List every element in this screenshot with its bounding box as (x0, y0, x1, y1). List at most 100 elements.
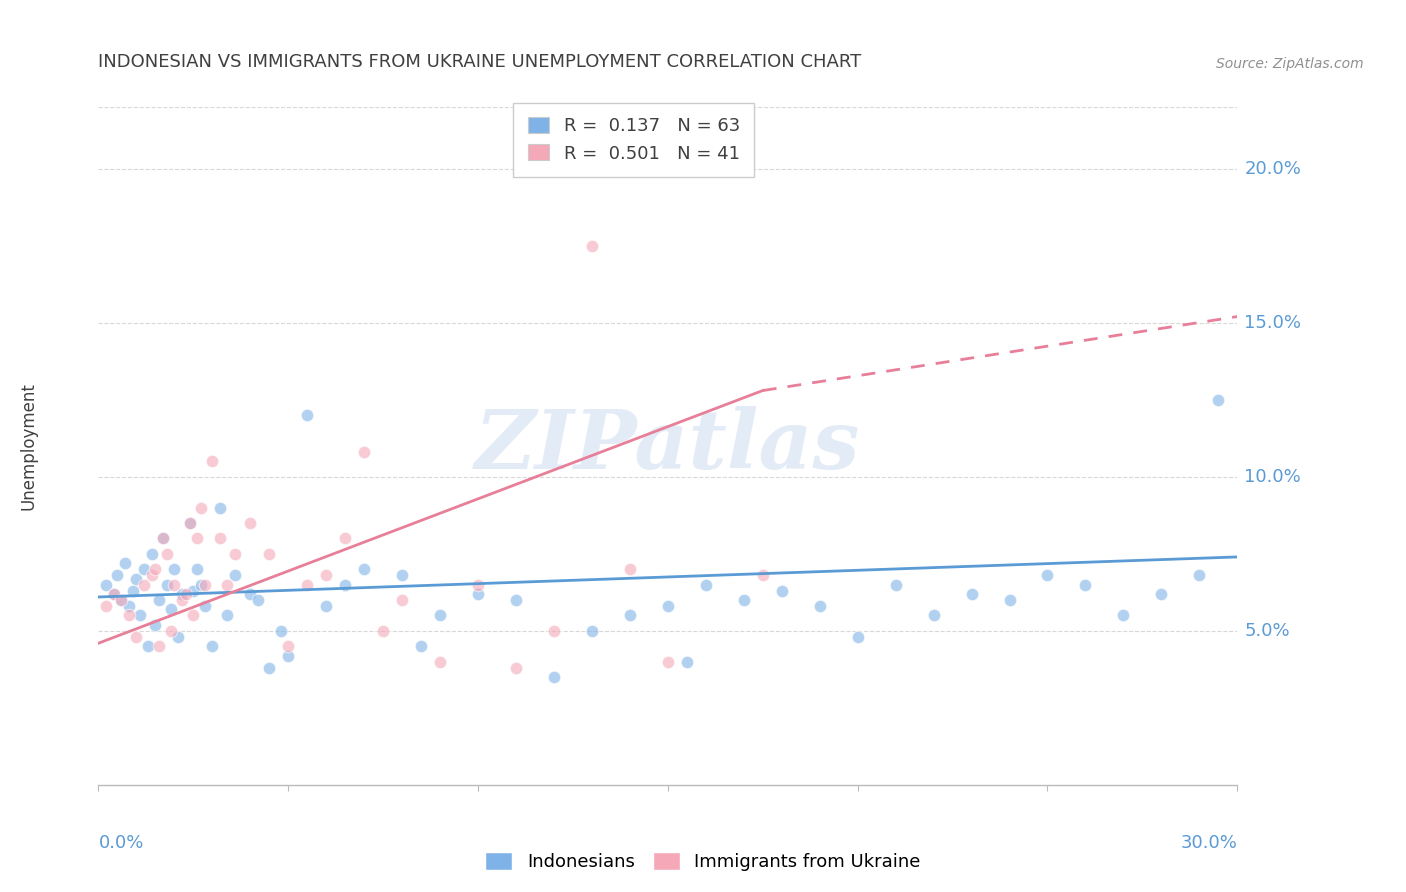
Point (152, 532, 174, 546)
Point (183, 608, 205, 623)
Point (884, 577, 907, 591)
Point (170, 587, 193, 601)
Point (190, 500, 212, 515)
Point (657, 599, 679, 614)
Point (125, 572, 148, 586)
Point (208, 500, 231, 515)
Point (315, 568, 337, 582)
Point (145, 562, 167, 576)
Point (657, 655, 679, 669)
Point (148, 640, 170, 654)
Point (107, 568, 129, 582)
Point (676, 655, 699, 669)
Point (103, 587, 125, 601)
Point (429, 655, 451, 669)
Point (259, 547, 281, 561)
Point (239, 587, 262, 601)
Point (619, 562, 641, 576)
Point (94, 599, 117, 614)
Point (132, 577, 155, 591)
Point (960, 587, 983, 601)
Point (297, 408, 319, 422)
Point (167, 630, 190, 644)
Point (581, 238, 603, 252)
Point (259, 661, 281, 675)
Point (190, 577, 212, 591)
Point (922, 608, 945, 623)
Point (118, 599, 141, 614)
Point (619, 608, 641, 623)
Point (114, 556, 136, 570)
Text: Unemployment: Unemployment (20, 382, 37, 510)
Point (194, 599, 217, 614)
Point (277, 640, 299, 654)
Point (695, 577, 717, 591)
Point (297, 577, 319, 591)
Point (429, 608, 451, 623)
Point (1208, 392, 1230, 407)
Point (145, 617, 167, 632)
Text: 15.0%: 15.0% (1244, 314, 1302, 332)
Point (163, 562, 186, 576)
Text: INDONESIAN VS IMMIGRANTS FROM UKRAINE UNEMPLOYMENT CORRELATION CHART: INDONESIAN VS IMMIGRANTS FROM UKRAINE UN… (98, 54, 862, 71)
Point (1150, 587, 1173, 601)
Point (194, 577, 217, 591)
Point (156, 577, 179, 591)
Text: 10.0%: 10.0% (1244, 467, 1301, 486)
Point (179, 516, 201, 530)
Point (411, 640, 433, 654)
Point (505, 593, 527, 607)
Point (208, 532, 231, 546)
Point (129, 608, 152, 623)
Point (1036, 568, 1059, 582)
Point (315, 599, 337, 614)
Point (353, 562, 375, 576)
Text: 20.0%: 20.0% (1244, 160, 1301, 178)
Point (201, 454, 224, 468)
Point (179, 516, 201, 530)
Point (156, 547, 179, 561)
Point (110, 593, 132, 607)
Point (103, 587, 125, 601)
Point (174, 587, 197, 601)
Point (246, 593, 269, 607)
Point (94, 577, 117, 591)
Point (752, 568, 775, 582)
Point (391, 593, 413, 607)
Point (125, 630, 148, 644)
Point (543, 670, 565, 684)
Point (770, 583, 793, 598)
Point (186, 532, 208, 546)
Point (201, 640, 224, 654)
Point (808, 599, 831, 614)
Text: ZIPatlas: ZIPatlas (475, 406, 860, 486)
Point (270, 624, 292, 638)
Point (391, 568, 413, 582)
Point (277, 648, 299, 663)
Point (1074, 577, 1097, 591)
Text: 5.0%: 5.0% (1244, 622, 1289, 640)
Point (152, 532, 174, 546)
Point (467, 577, 489, 591)
Point (121, 583, 143, 598)
Point (1112, 608, 1135, 623)
Text: Source: ZipAtlas.com: Source: ZipAtlas.com (1216, 57, 1364, 71)
Point (733, 593, 755, 607)
Point (467, 587, 489, 601)
Point (998, 593, 1021, 607)
Legend: R =  0.137   N = 63, R =  0.501   N = 41: R = 0.137 N = 63, R = 0.501 N = 41 (513, 103, 754, 177)
Point (159, 602, 181, 616)
Point (335, 532, 357, 546)
Point (224, 568, 246, 582)
Point (118, 608, 141, 623)
Point (141, 547, 163, 561)
Point (132, 562, 155, 576)
Point (110, 593, 132, 607)
Text: 30.0%: 30.0% (1181, 834, 1237, 852)
Point (217, 608, 239, 623)
Point (224, 547, 246, 561)
Point (170, 593, 193, 607)
Point (148, 593, 170, 607)
Point (217, 577, 239, 591)
Text: 0.0%: 0.0% (98, 834, 143, 852)
